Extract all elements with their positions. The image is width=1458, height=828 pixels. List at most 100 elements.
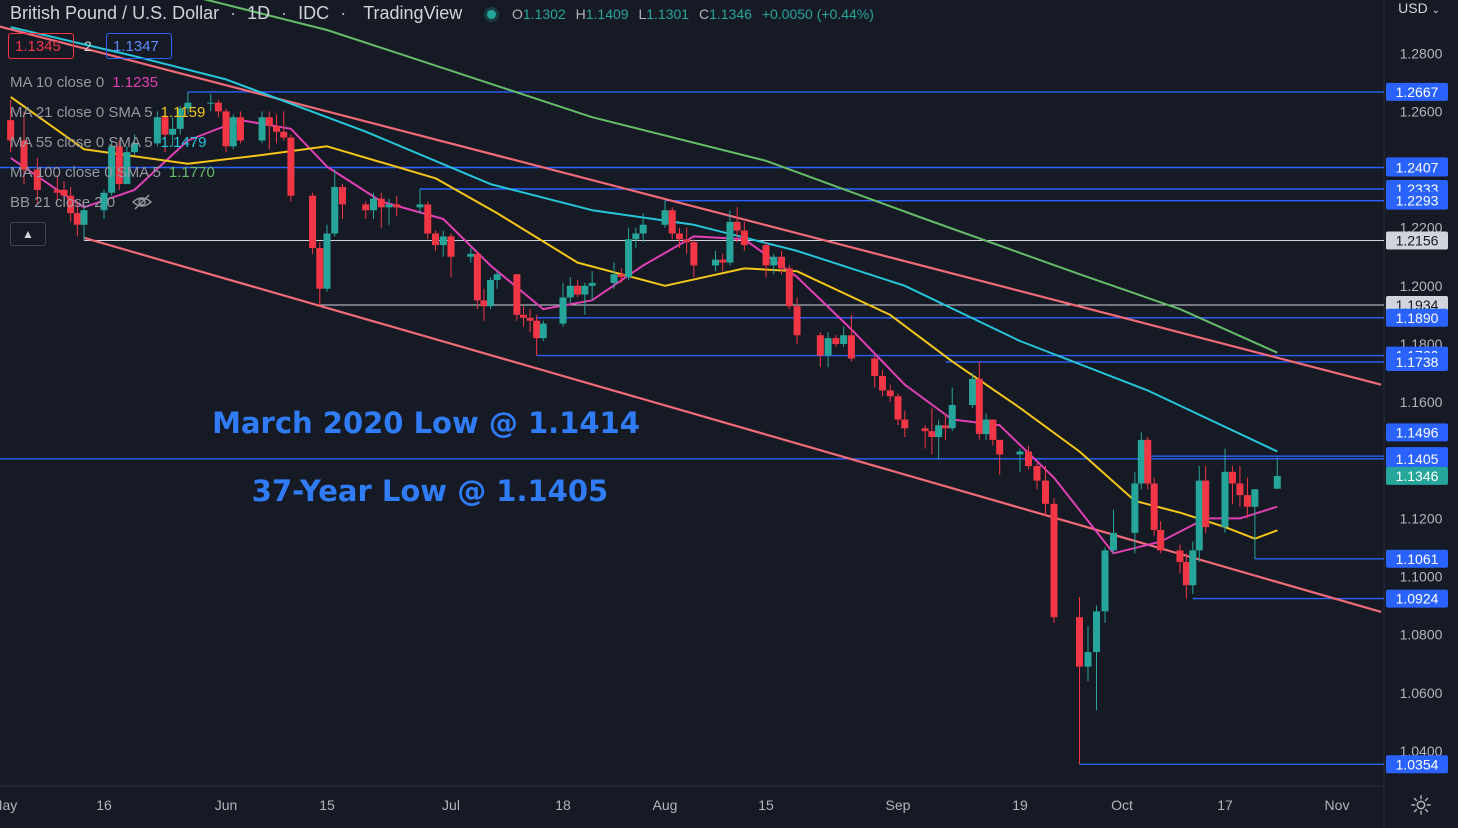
legend-value: 1.1479 (160, 134, 207, 151)
candle-body (1221, 471, 1229, 528)
candle (222, 108, 230, 153)
price-label-text: 1.2156 (1396, 232, 1439, 248)
candle (370, 192, 377, 219)
source-label: IDC (298, 3, 330, 23)
candle (610, 262, 618, 289)
price-label-text: 1.1061 (1396, 551, 1439, 567)
candle (996, 439, 1004, 475)
x-tick-label: May (0, 797, 17, 813)
candle-body (566, 285, 574, 298)
candle (625, 227, 633, 280)
candle-body (675, 233, 683, 240)
price-label-text: 1.1405 (1396, 451, 1439, 467)
legend-ma55[interactable]: MA 55 close 0 SMA 5 1.1479 (10, 134, 206, 151)
x-tick-label: Jun (215, 797, 238, 813)
ohlc-readout: O1.1302 H1.1409 L1.1301 C1.1346 +0.0050 … (512, 6, 874, 22)
price-label-text: 1.1738 (1396, 354, 1439, 370)
price-label-box (1386, 549, 1448, 568)
legend-ma100[interactable]: MA 100 close 0 SMA 5 1.1770 (10, 164, 215, 181)
legend-label: BB 21 close 2 0 (10, 194, 116, 211)
y-tick-label: 1.1200 (1400, 510, 1443, 526)
candle (941, 413, 949, 440)
candle (1189, 541, 1197, 594)
high-label: H (575, 6, 586, 22)
candle (432, 230, 439, 251)
candle (581, 282, 589, 315)
moving-average-line (203, 0, 1278, 354)
close-label: C (698, 6, 710, 22)
moving-average-line (10, 96, 1278, 540)
candle-body (847, 335, 855, 359)
candle-body (1093, 611, 1100, 653)
candle (793, 297, 801, 344)
y-tick-label: 1.2000 (1400, 278, 1443, 294)
candle-body (661, 210, 669, 225)
candle (683, 227, 691, 254)
x-tick-label: 19 (1012, 797, 1028, 813)
candle-body (467, 253, 475, 257)
interval-label[interactable]: 1D (247, 3, 271, 23)
candle (886, 384, 894, 403)
candle-body (816, 335, 824, 356)
candle-body (207, 102, 215, 104)
candle (176, 105, 184, 135)
candle-body (793, 306, 801, 336)
annotation-march-2020-low: March 2020 Low @ 1.1414 (212, 406, 640, 440)
spread-value: 2 (84, 38, 92, 54)
candle-body (1016, 451, 1024, 455)
candle (690, 239, 698, 278)
candle (123, 146, 131, 185)
x-tick-label: 17 (1217, 797, 1233, 813)
candle-body (539, 323, 547, 339)
candle-body (726, 221, 734, 263)
gear-icon[interactable] (1410, 794, 1432, 816)
candle-body (370, 198, 377, 211)
collapse-legend-button[interactable]: ▲ (10, 222, 46, 246)
currency-label: USD (1398, 0, 1428, 16)
candle (169, 117, 177, 147)
candle-body (80, 210, 88, 225)
candle (847, 314, 855, 362)
price-label-box (1386, 158, 1448, 177)
candle-body (273, 125, 280, 132)
candle (424, 201, 432, 240)
candle (785, 265, 793, 310)
annotation-37-year-low: 37-Year Low @ 1.1405 (252, 474, 608, 508)
legend-ma10[interactable]: MA 10 close 0 1.1235 (10, 74, 158, 91)
candle-body (108, 146, 116, 193)
candle (1101, 547, 1109, 624)
legend-value: 1.1770 (168, 164, 215, 181)
candle (513, 274, 521, 321)
x-tick-label: 15 (758, 797, 774, 813)
symbol-header[interactable]: British Pound / U.S. Dollar · 1D · IDC ·… (10, 3, 514, 24)
legend-ma21[interactable]: MA 21 close 0 SMA 5 1.1159 (10, 104, 205, 121)
candle (73, 201, 81, 237)
candle-body (935, 425, 943, 437)
candle-body (778, 256, 786, 269)
candle (287, 134, 295, 202)
candle-body (1182, 561, 1190, 586)
price-label: 1.2407 (1386, 158, 1448, 177)
candle (1084, 625, 1092, 682)
candle-body (1042, 480, 1049, 504)
candle (526, 309, 534, 333)
candle (588, 271, 596, 301)
sell-price-button[interactable]: 1.1345 (8, 33, 74, 59)
candle-body (785, 268, 793, 307)
legend-label: MA 10 close 0 (10, 74, 105, 91)
candle (153, 111, 161, 147)
candle-body (265, 117, 273, 126)
candle-body (770, 256, 778, 266)
price-label: 1.1890 (1386, 308, 1448, 327)
legend-bb[interactable]: BB 21 close 2 0 (10, 194, 115, 211)
candle (1050, 498, 1058, 624)
currency-dropdown[interactable]: USD ⌄ (1398, 0, 1440, 16)
candle-body (996, 439, 1004, 455)
candle-body (1110, 532, 1117, 551)
eye-hidden-icon[interactable] (132, 194, 152, 210)
price-label-text: 1.0924 (1396, 591, 1439, 607)
buy-price-button[interactable]: 1.1347 (106, 33, 172, 59)
candle (712, 250, 719, 272)
